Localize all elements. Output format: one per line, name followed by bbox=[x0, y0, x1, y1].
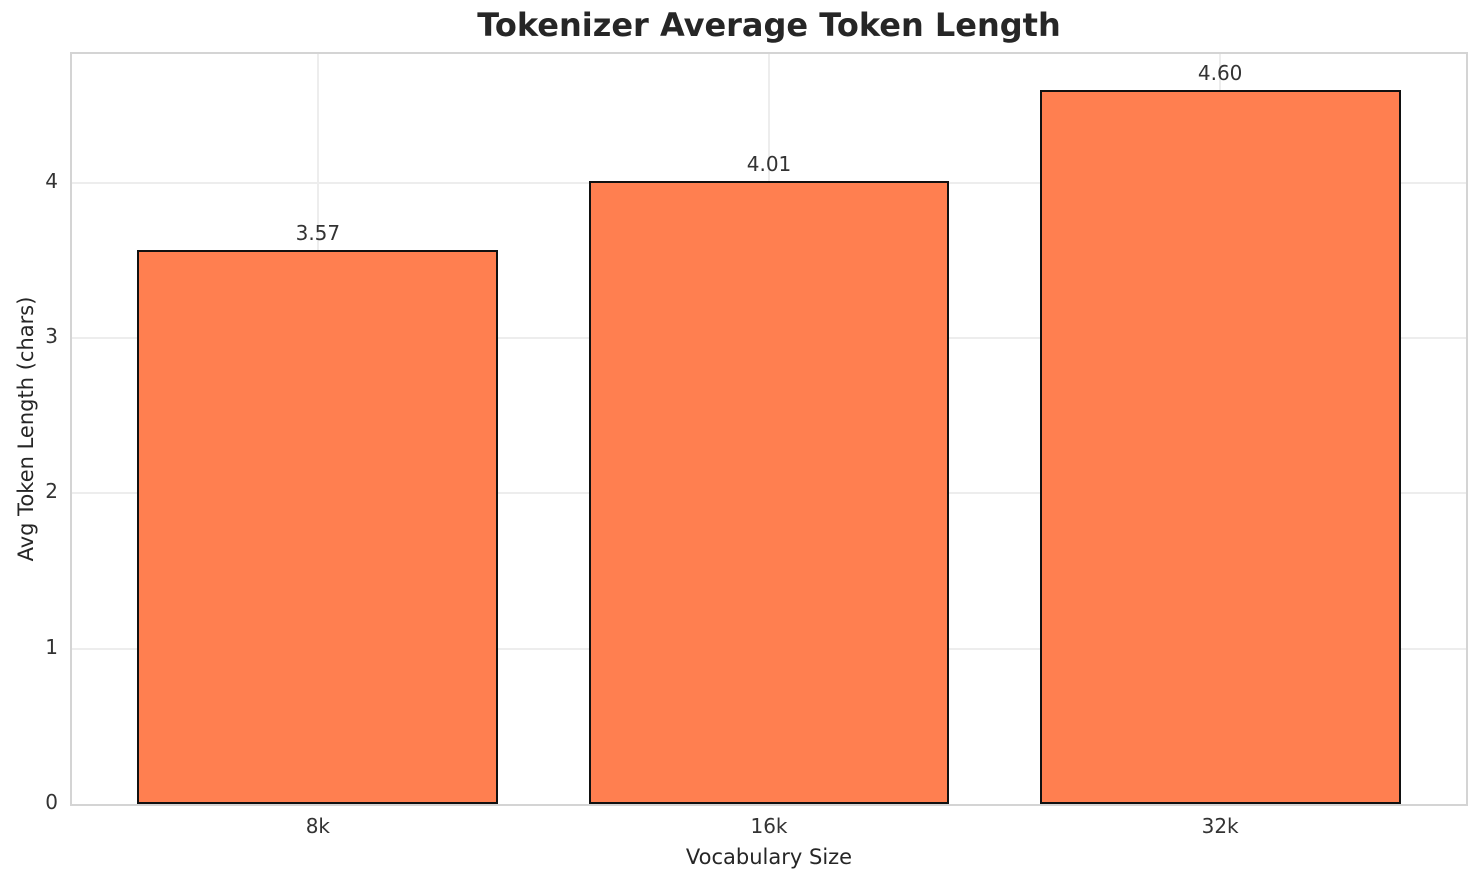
y-tick-label: 2 bbox=[45, 479, 58, 504]
chart-title: Tokenizer Average Token Length bbox=[477, 6, 1061, 44]
bar-32k bbox=[1039, 89, 1401, 804]
x-axis-label: Vocabulary Size bbox=[685, 845, 853, 869]
bar-16k bbox=[588, 181, 950, 804]
x-tick-label: 16k bbox=[750, 814, 788, 838]
bar-8k bbox=[137, 249, 499, 804]
bar-value-label: 4.01 bbox=[746, 152, 792, 177]
y-tick-label: 1 bbox=[45, 634, 58, 659]
plot-area: 3.57 4.01 4.60 bbox=[70, 52, 1468, 806]
bar-value-label: 4.60 bbox=[1197, 60, 1243, 85]
bar-value-label: 3.57 bbox=[295, 220, 341, 245]
y-tick-label: 3 bbox=[45, 324, 58, 349]
y-tick-label: 0 bbox=[45, 790, 58, 814]
y-tick-label: 4 bbox=[45, 168, 58, 193]
x-tick-label: 8k bbox=[305, 814, 331, 838]
x-tick-label: 32k bbox=[1201, 814, 1239, 838]
